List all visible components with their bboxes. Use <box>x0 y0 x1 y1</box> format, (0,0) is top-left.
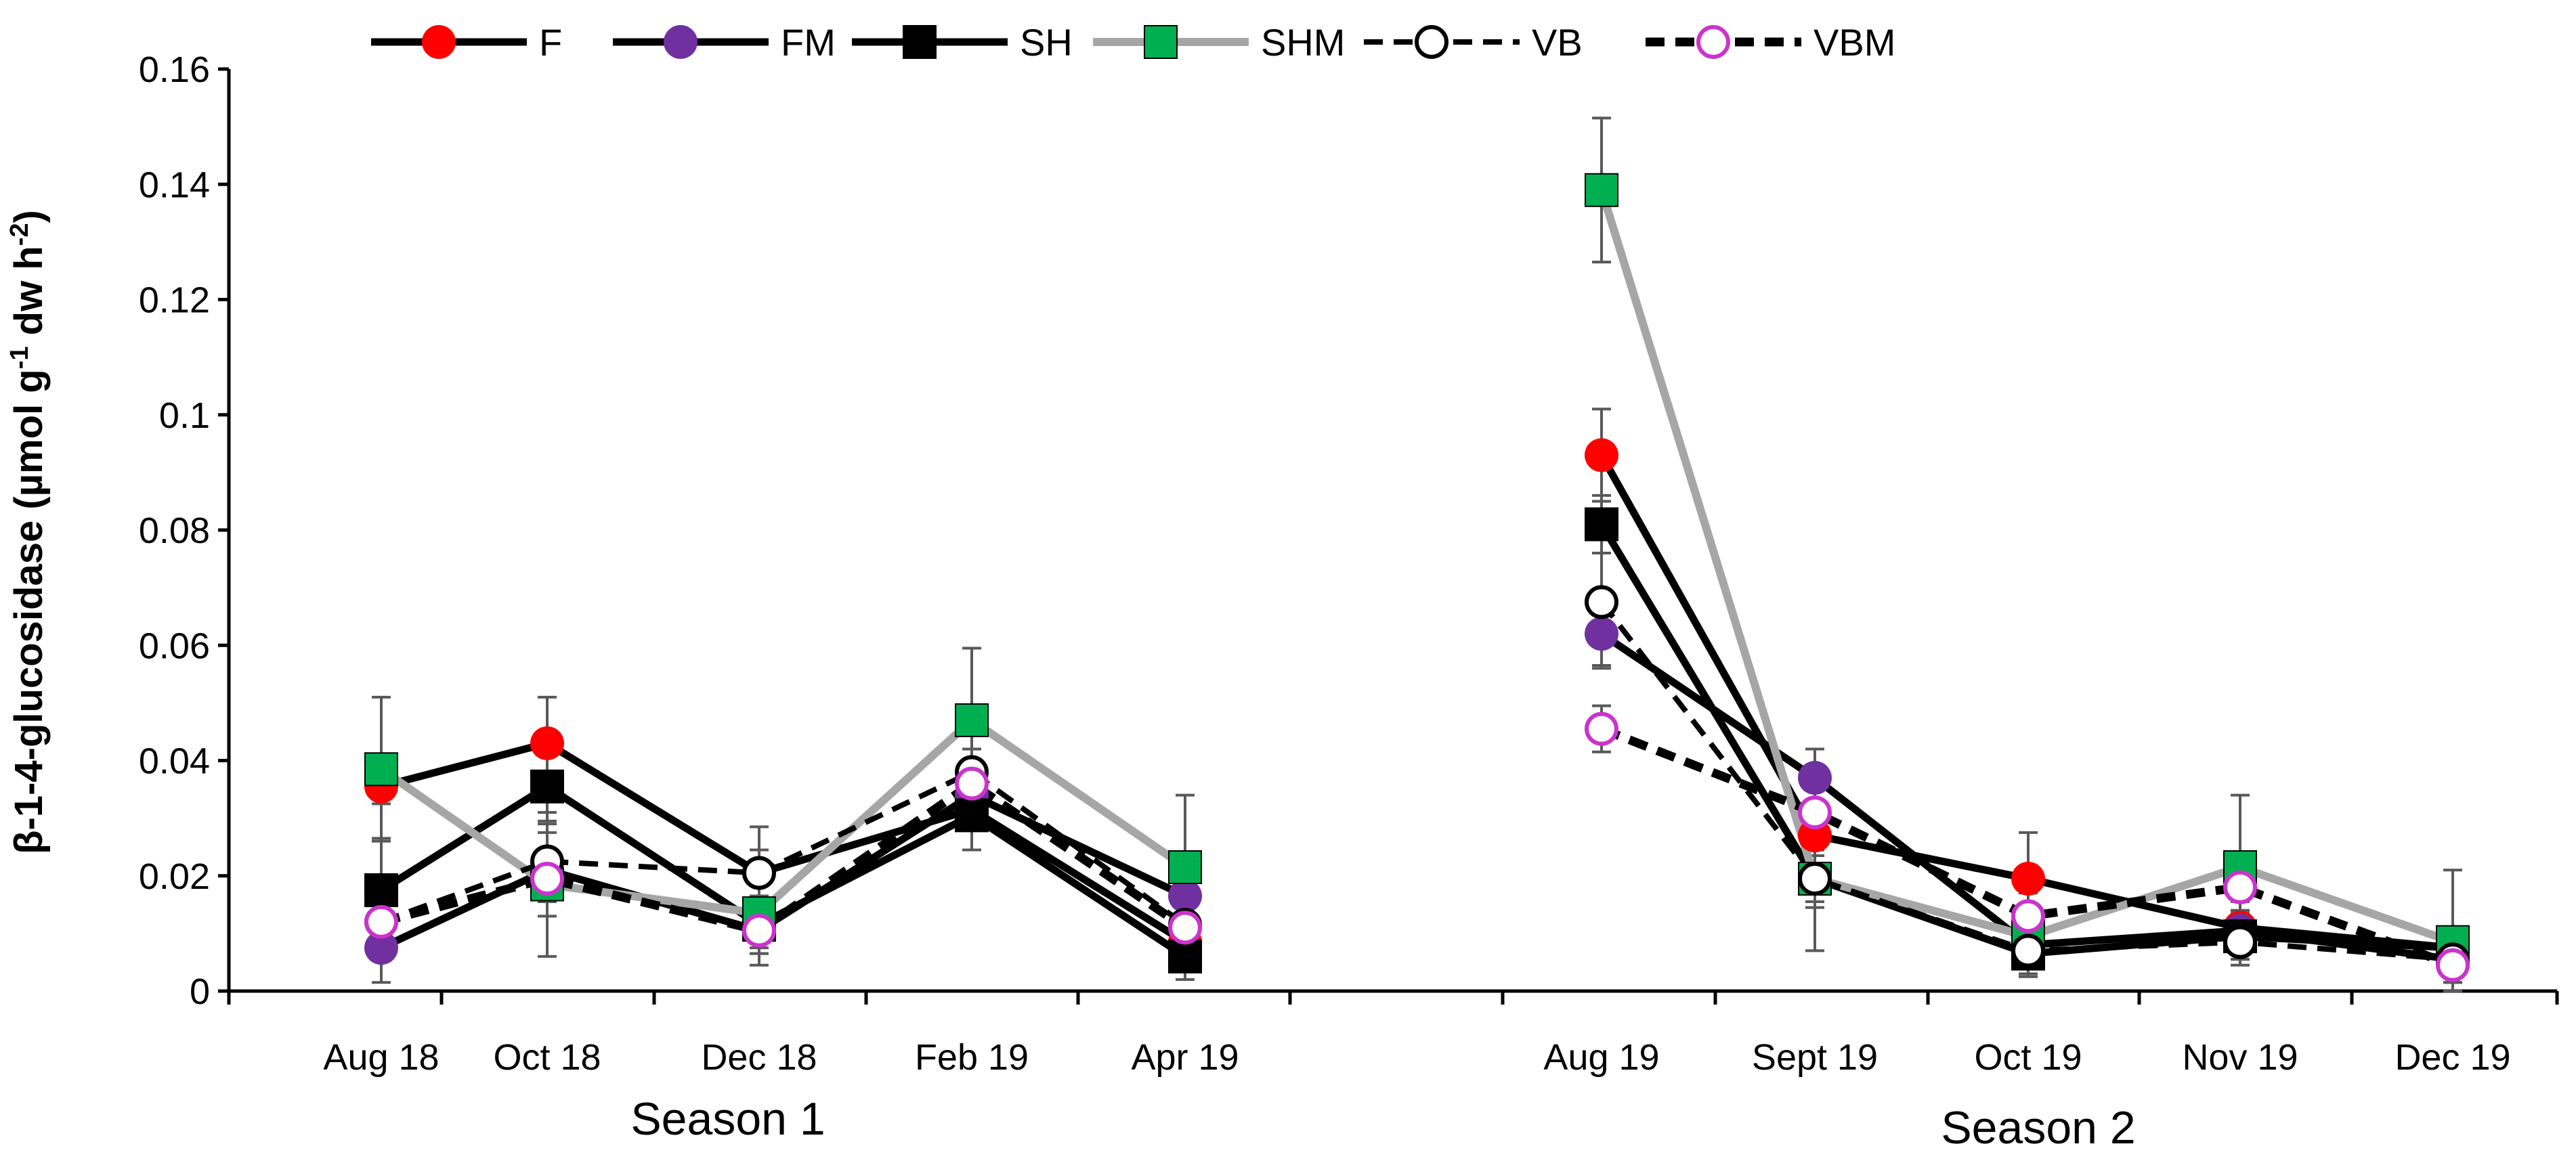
y-tick-label: 0.06 <box>139 626 210 666</box>
data-point-fm <box>1585 617 1618 651</box>
error-bars-fm <box>372 598 2462 984</box>
series-vbm-lines <box>380 724 2455 969</box>
y-tick-label: 0 <box>190 971 210 1012</box>
data-point-vbm <box>2436 948 2470 982</box>
data-point-sh <box>1168 939 1202 973</box>
series-shm-line-season-2 <box>1597 188 2454 946</box>
y-tick-label: 0.1 <box>159 395 210 436</box>
data-point-shm <box>364 752 398 787</box>
data-point-vbm <box>2223 870 2257 904</box>
season-2-label: Season 2 <box>1941 1102 2135 1154</box>
x-tick-label: Dec 18 <box>701 1037 817 1078</box>
series-fm-points <box>364 617 2470 977</box>
legend-label: VBM <box>1813 21 1895 64</box>
y-tick-label: 0.12 <box>139 280 210 321</box>
data-point-vbm <box>2011 899 2045 934</box>
x-tick-label: Apr 19 <box>1131 1037 1239 1078</box>
y-tick-label: 0.08 <box>139 510 210 551</box>
x-tick-label: Feb 19 <box>915 1037 1029 1078</box>
legend-item-vb: VB <box>1364 21 1583 64</box>
y-axis-title: β-1-4-glucosidase (µmol g-1 dw h-2) <box>5 210 51 854</box>
x-tick-label: Dec 19 <box>2395 1037 2510 1078</box>
legend-item-shm: SHM <box>1093 21 1345 64</box>
data-point-vbm <box>530 862 564 896</box>
x-tick-label: Oct 19 <box>1974 1037 2082 1078</box>
x-tick-label: Nov 19 <box>2182 1037 2298 1078</box>
series-vbm-line-season-2 <box>1600 724 2455 969</box>
x-tick-label: Oct 18 <box>493 1037 601 1078</box>
data-point-sh <box>1585 507 1618 542</box>
series-vbm-points <box>364 711 2470 982</box>
data-point-vbm <box>742 913 776 948</box>
y-tick-label: 0.16 <box>139 49 210 90</box>
data-point-sh <box>955 798 989 833</box>
data-point-shm <box>1168 850 1202 884</box>
legend-item-vbm: VBM <box>1646 21 1895 64</box>
data-point-vb <box>742 856 776 890</box>
season-1-label: Season 1 <box>630 1093 825 1145</box>
y-axis-title-sup1: -1 <box>5 346 34 369</box>
series-f-lines <box>380 453 2453 952</box>
legend-marker <box>1696 25 1730 59</box>
data-point-f <box>1585 438 1618 473</box>
y-tick-label: 0.02 <box>139 856 210 897</box>
data-point-vbm <box>1798 795 1832 830</box>
error-bars-shm <box>372 116 2462 992</box>
y-tick-label: 0.14 <box>139 164 210 205</box>
axes: 0 0.02 0.04 0.06 0.08 0.1 0.12 0.14 0.16 Aug 18 Oc… <box>139 49 2559 1078</box>
data-point-vbm <box>364 904 398 939</box>
data-point-f <box>2011 862 2045 896</box>
data-point-vb <box>1798 862 1832 896</box>
legend-label: SH <box>1020 21 1073 64</box>
legend-item-f: F <box>371 21 562 64</box>
y-axis-title-mid: dw h <box>7 246 51 346</box>
data-point-vb <box>1585 585 1618 619</box>
data-point-fm <box>364 931 398 965</box>
y-axis-title-sup2: -2 <box>5 223 34 246</box>
series-f-points <box>364 438 2470 965</box>
x-tick-label: Aug 18 <box>323 1037 439 1078</box>
data-point-vbm <box>1585 711 1618 746</box>
y-axis-title-end: ) <box>7 210 51 223</box>
data-point-sh <box>530 769 564 804</box>
legend-item-fm: FM <box>613 21 836 64</box>
legend-marker <box>1415 25 1448 59</box>
data-point-sh <box>364 873 398 908</box>
data-point-shm <box>955 703 989 737</box>
data-point-fm <box>1798 761 1832 795</box>
data-point-fm <box>1168 879 1202 913</box>
data-point-f <box>530 726 564 760</box>
series-sh-lines <box>379 522 2453 960</box>
legend-label: VB <box>1532 21 1583 64</box>
legend-label: F <box>539 21 562 64</box>
data-point-vbm <box>1168 910 1202 945</box>
data-point-shm <box>1585 173 1618 207</box>
data-point-vbm <box>955 766 989 801</box>
legend-item-sh: SH <box>852 21 1073 64</box>
x-tick-label: Sept 19 <box>1752 1037 1878 1078</box>
legend: F FM SH SHM VB VBM <box>371 21 1895 64</box>
y-axis-title-main: β-1-4-glucosidase (µmol g <box>7 369 51 854</box>
y-tick-label: 0.04 <box>139 741 210 782</box>
data-point-vb <box>2223 925 2257 959</box>
data-point-vb <box>2011 934 2045 968</box>
legend-marker <box>422 25 456 59</box>
series-area <box>364 116 2470 992</box>
series-vb-points <box>364 585 2470 977</box>
series-shm-points <box>364 173 2470 959</box>
legend-marker <box>664 25 697 59</box>
legend-label: SHM <box>1261 21 1345 64</box>
series-fm-lines <box>379 630 2453 963</box>
legend-marker <box>903 25 937 59</box>
x-tick-label: Aug 19 <box>1543 1037 1659 1078</box>
legend-marker <box>1144 25 1178 59</box>
legend-label: FM <box>781 21 836 64</box>
